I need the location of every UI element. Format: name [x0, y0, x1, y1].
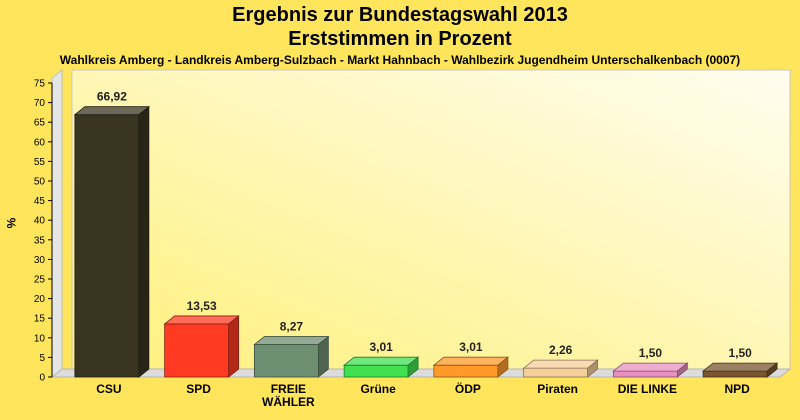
bar-side: [407, 356, 419, 378]
x-tick-label: Piraten: [537, 382, 578, 396]
y-tick-label: 50: [34, 177, 46, 188]
bar-front: [253, 344, 319, 378]
bar-front: [74, 114, 140, 378]
chart-title: Ergebnis zur Bundestagswahl 2013: [232, 4, 568, 26]
bar-side: [317, 335, 329, 378]
bar: [253, 335, 330, 378]
bar-value-label: 3,01: [369, 340, 393, 354]
x-tick-label: FREIE: [271, 382, 306, 396]
x-tick-label: NPD: [724, 382, 750, 396]
bar-value-label: 1,50: [728, 346, 752, 360]
plot-side-wall: [51, 68, 63, 379]
bar-top: [522, 359, 599, 369]
bar-top: [342, 356, 420, 366]
x-tick-label: SPD: [186, 382, 211, 396]
bar-front: [702, 370, 768, 378]
x-tick-label: Grüne: [360, 382, 396, 396]
bar-value-label: 2,26: [549, 343, 573, 357]
y-tick-label: 75: [34, 79, 46, 90]
bar-top: [701, 362, 779, 372]
bar-side: [587, 359, 599, 378]
bar-side: [676, 362, 688, 378]
bar: [612, 362, 689, 378]
y-tick-label: 65: [34, 118, 46, 129]
y-tick-label: 55: [34, 157, 46, 168]
bar-side: [497, 356, 509, 378]
x-tick-label: ÖDP: [455, 381, 481, 396]
bar-top: [163, 315, 240, 325]
y-tick-label: 35: [34, 235, 46, 246]
bar: [163, 315, 240, 378]
x-tick-label: WÄHLER: [262, 394, 315, 409]
bar-value-label: 66,92: [97, 90, 127, 104]
y-tick-label: 5: [39, 353, 45, 364]
chart-title-2: Erststimmen in Prozent: [288, 28, 512, 50]
bar: [701, 362, 779, 378]
y-tick-label: 45: [34, 196, 46, 207]
bar-top: [253, 336, 330, 345]
bar: [342, 356, 420, 378]
bar-side: [766, 362, 778, 378]
bar-front: [164, 323, 230, 378]
y-tick-label: 70: [34, 98, 46, 109]
y-tick-label: 25: [34, 275, 46, 286]
bar: [522, 359, 599, 378]
bar-top: [612, 362, 689, 372]
y-tick-label: 30: [34, 255, 46, 266]
y-tick-label: 20: [34, 294, 46, 305]
bar-front: [433, 364, 499, 378]
bar-front: [523, 367, 589, 378]
bar-side: [138, 105, 150, 378]
y-tick-label: 0: [39, 373, 45, 384]
bar-top: [432, 356, 510, 366]
chart-subtitle: Wahlkreis Amberg - Landkreis Amberg-Sulz…: [59, 53, 741, 67]
bar-side: [228, 315, 240, 378]
y-tick-label: 60: [34, 137, 46, 148]
bar-value-label: 13,53: [187, 299, 217, 313]
x-tick-label: DIE LINKE: [618, 382, 677, 396]
bar: [432, 356, 510, 378]
y-tick-label: 10: [34, 333, 46, 344]
bar-value-label: 1,50: [639, 346, 663, 360]
y-tick-label: 40: [34, 216, 46, 227]
bar-front: [612, 370, 678, 378]
x-tick-label: CSU: [96, 382, 121, 396]
bar-value-label: 3,01: [459, 340, 483, 354]
bar-value-label: 8,27: [280, 320, 304, 334]
bar-front: [343, 364, 409, 378]
bar-top: [73, 106, 151, 116]
bar: [73, 105, 151, 378]
y-tick-label: 15: [34, 314, 46, 325]
